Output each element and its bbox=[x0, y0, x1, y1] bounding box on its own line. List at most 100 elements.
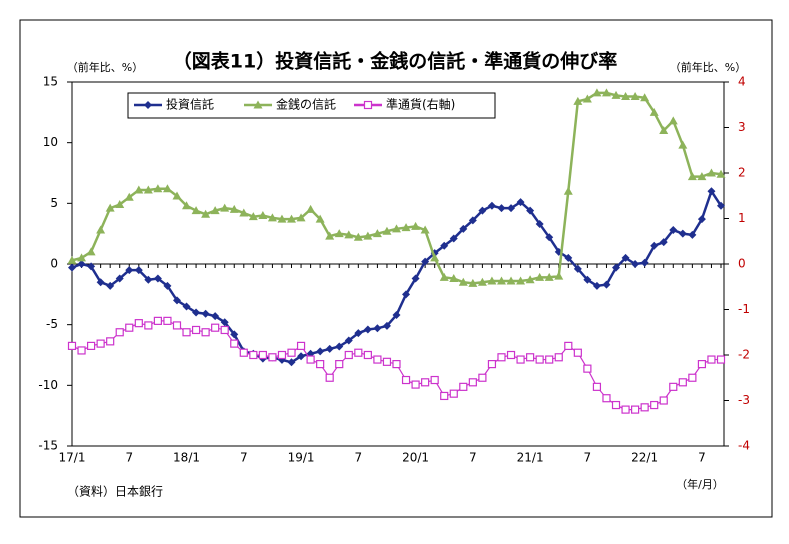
marker bbox=[287, 214, 297, 223]
marker bbox=[582, 94, 592, 103]
marker bbox=[592, 88, 602, 97]
marker bbox=[611, 400, 621, 410]
x-tick-label: 22/1 bbox=[631, 451, 658, 465]
marker bbox=[344, 350, 353, 360]
marker bbox=[315, 214, 325, 223]
marker bbox=[592, 382, 602, 391]
marker bbox=[631, 405, 640, 414]
marker bbox=[678, 140, 688, 149]
marker bbox=[115, 328, 124, 337]
marker bbox=[335, 342, 344, 351]
marker bbox=[716, 355, 726, 364]
marker bbox=[716, 169, 726, 178]
marker bbox=[106, 281, 115, 290]
marker bbox=[573, 96, 583, 105]
marker bbox=[210, 206, 220, 215]
marker bbox=[253, 100, 263, 109]
marker bbox=[717, 201, 725, 210]
x-tick-label: 7 bbox=[469, 451, 477, 465]
marker bbox=[440, 391, 449, 401]
marker bbox=[392, 360, 401, 369]
x-tick-label: 21/1 bbox=[517, 451, 544, 465]
marker bbox=[201, 209, 211, 218]
marker bbox=[153, 274, 162, 283]
marker bbox=[182, 302, 191, 311]
marker bbox=[640, 403, 649, 412]
marker bbox=[67, 255, 77, 264]
marker bbox=[77, 260, 86, 268]
y2-tick-label: -3 bbox=[738, 393, 750, 407]
marker bbox=[583, 364, 592, 373]
marker bbox=[373, 355, 382, 364]
y-label: （前年比、%） bbox=[67, 60, 143, 74]
y2-tick-label: 4 bbox=[738, 75, 746, 89]
marker bbox=[325, 373, 334, 382]
marker bbox=[535, 272, 545, 281]
marker bbox=[163, 316, 172, 325]
marker bbox=[258, 350, 267, 360]
x-label: （年/月） bbox=[676, 477, 724, 491]
marker bbox=[220, 203, 230, 212]
marker bbox=[516, 198, 525, 207]
marker bbox=[239, 208, 249, 217]
marker bbox=[420, 225, 430, 234]
marker bbox=[192, 308, 201, 317]
marker bbox=[430, 253, 440, 262]
marker bbox=[153, 316, 162, 325]
marker bbox=[516, 276, 526, 285]
x-tick-label: 7 bbox=[240, 451, 248, 465]
marker bbox=[144, 321, 153, 330]
marker bbox=[659, 396, 668, 405]
marker bbox=[106, 337, 115, 346]
marker bbox=[172, 296, 181, 305]
marker bbox=[497, 204, 506, 213]
marker bbox=[124, 192, 134, 201]
y-tick-label: 0 bbox=[50, 257, 58, 271]
marker bbox=[363, 325, 372, 334]
y2-tick-label: -4 bbox=[738, 439, 750, 453]
marker bbox=[478, 373, 487, 382]
marker bbox=[564, 253, 573, 262]
chart-title: （図表11）投資信託・金銭の信託・準通貨の伸び率 bbox=[173, 50, 617, 73]
marker bbox=[697, 215, 706, 224]
marker bbox=[564, 341, 573, 350]
marker bbox=[297, 352, 306, 361]
y2-tick-label: 2 bbox=[738, 166, 746, 180]
marker bbox=[96, 278, 105, 287]
marker bbox=[602, 280, 611, 289]
marker bbox=[668, 116, 678, 125]
marker bbox=[688, 230, 697, 239]
marker bbox=[650, 400, 659, 410]
marker bbox=[230, 339, 239, 348]
marker bbox=[439, 272, 449, 281]
marker bbox=[545, 355, 554, 364]
marker bbox=[707, 355, 716, 364]
marker bbox=[526, 353, 535, 362]
marker bbox=[287, 348, 296, 357]
marker bbox=[125, 266, 134, 275]
marker bbox=[697, 172, 707, 181]
marker bbox=[373, 324, 382, 333]
marker bbox=[363, 100, 373, 110]
marker bbox=[354, 348, 363, 357]
legend-box bbox=[127, 92, 496, 119]
marker bbox=[478, 206, 487, 215]
y2-tick-label: 3 bbox=[738, 120, 746, 134]
x-tick-label: 17/1 bbox=[59, 451, 86, 465]
marker bbox=[153, 184, 163, 193]
y-tick-label: -5 bbox=[46, 317, 58, 331]
x-tick-label: 7 bbox=[125, 451, 133, 465]
marker bbox=[669, 382, 678, 391]
marker bbox=[344, 230, 354, 239]
y2-tick-label: 0 bbox=[738, 257, 746, 271]
marker bbox=[334, 229, 344, 238]
marker bbox=[688, 373, 697, 382]
marker bbox=[287, 358, 296, 367]
marker bbox=[459, 224, 468, 233]
marker bbox=[191, 325, 201, 335]
marker bbox=[306, 204, 316, 213]
marker bbox=[592, 281, 601, 290]
marker bbox=[601, 88, 611, 97]
marker bbox=[545, 233, 554, 242]
y2-tick-label: -2 bbox=[738, 348, 750, 362]
